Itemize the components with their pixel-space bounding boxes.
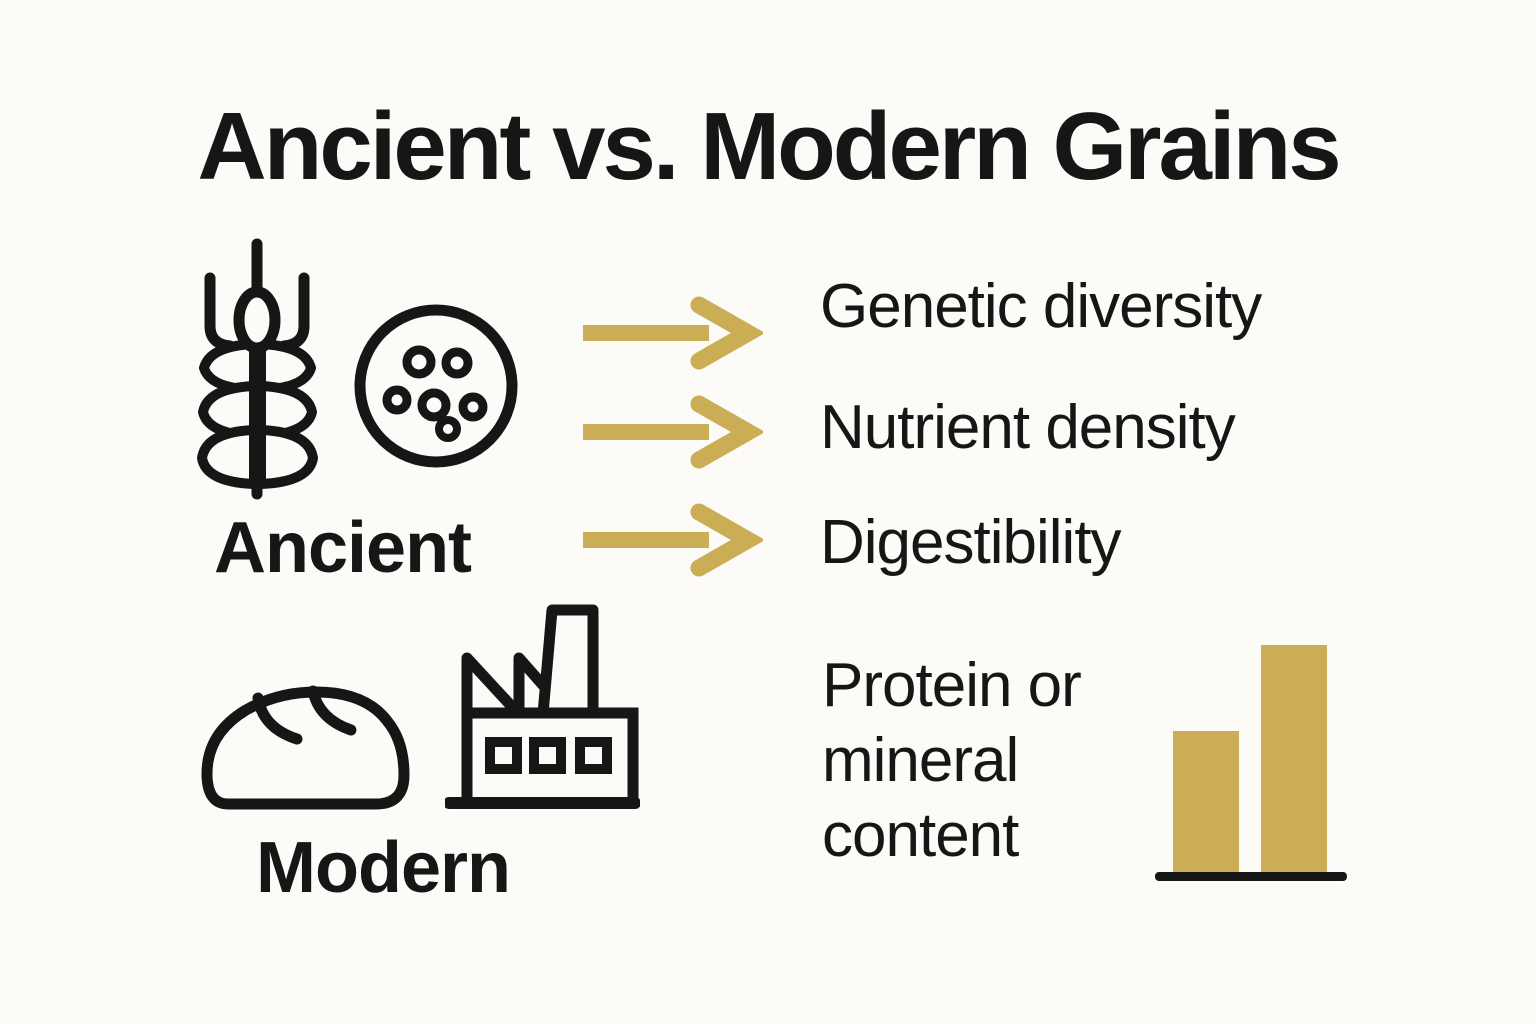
chart-title-line-3: content	[822, 801, 1019, 870]
right-arrow-icon	[583, 288, 763, 378]
ancient-label: Ancient	[214, 508, 472, 588]
grain-kernels-icon	[352, 302, 520, 470]
chart-baseline	[1155, 872, 1347, 881]
bar-right	[1261, 645, 1327, 872]
chart-title-line-1: Protein or	[822, 651, 1082, 720]
modern-label: Modern	[256, 828, 511, 908]
chart-title-line-2: mineral	[822, 726, 1019, 795]
right-arrow-icon	[583, 495, 763, 585]
bar-left	[1173, 731, 1239, 872]
benefit-genetic-diversity: Genetic diversity	[820, 272, 1262, 341]
page-title: Ancient vs. Modern Grains	[197, 93, 1341, 200]
bar-chart	[1155, 645, 1347, 885]
bread-loaf-icon	[198, 678, 413, 813]
right-arrow-icon	[583, 387, 763, 477]
benefit-nutrient-density: Nutrient density	[820, 393, 1236, 462]
factory-icon	[445, 598, 640, 813]
benefit-digestibility: Digestibility	[820, 508, 1122, 577]
wheat-ear-icon	[190, 238, 325, 500]
chart-title: Protein or mineral content	[822, 648, 1082, 873]
